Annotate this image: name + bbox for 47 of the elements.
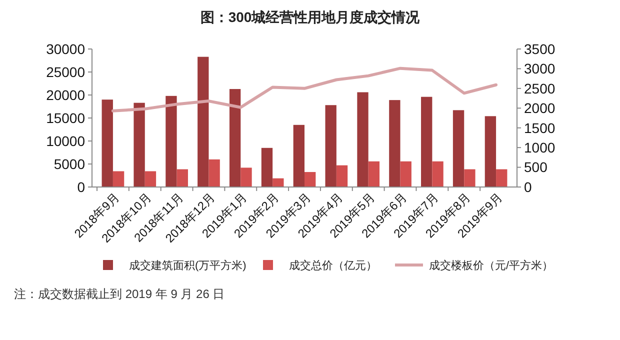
bar [229, 89, 241, 187]
y-tick-label: 0 [77, 178, 86, 195]
bar [357, 92, 368, 187]
y2-tick-label: 3500 [524, 40, 556, 57]
y-tick-label: 10000 [46, 132, 86, 149]
bar [389, 100, 400, 187]
y2-tick-label: 1000 [524, 139, 556, 156]
y-tick-label: 15000 [46, 110, 86, 126]
bar [452, 110, 464, 187]
bar [240, 168, 252, 187]
bar [208, 159, 220, 187]
y-tick-label: 25000 [46, 64, 86, 80]
bar [112, 171, 124, 187]
line-series [111, 66, 498, 112]
bar [304, 172, 316, 187]
bar [325, 105, 336, 187]
bar [134, 102, 145, 187]
bar [261, 148, 273, 187]
bar [368, 161, 380, 187]
bar [198, 56, 209, 187]
y-tick-label: 5000 [54, 156, 86, 172]
y-tick-label: 30000 [46, 40, 86, 57]
y-tick-label: 20000 [46, 86, 86, 103]
bar [496, 169, 508, 187]
chart-title: 图：300城经营性用地月度成交情况 [200, 9, 421, 25]
y2-tick-label: 0 [524, 178, 532, 195]
bar [272, 178, 284, 187]
bar [144, 171, 156, 187]
y2-tick-label: 2500 [524, 80, 556, 96]
legend-label: 成交建筑面积(万平方米) [129, 258, 246, 272]
y2-tick-label: 3000 [524, 60, 556, 77]
bar [293, 124, 304, 187]
bar [432, 161, 444, 187]
bar [464, 169, 476, 187]
legend-label: 成交总价（亿元） [289, 258, 377, 272]
bar [176, 169, 188, 187]
text: 注：成交数据截止到 2019 年 9 月 26 日 [14, 287, 225, 301]
y2-tick-label: 1500 [524, 120, 556, 136]
bar [484, 116, 496, 187]
bar [166, 96, 177, 187]
legend-label: 成交楼板价（元/平方米） [429, 258, 554, 272]
bar [421, 96, 432, 187]
y2-tick-label: 2000 [524, 100, 556, 116]
bar [102, 100, 113, 187]
y2-tick-label: 500 [524, 159, 548, 176]
bar [336, 165, 348, 187]
bar [400, 161, 412, 187]
